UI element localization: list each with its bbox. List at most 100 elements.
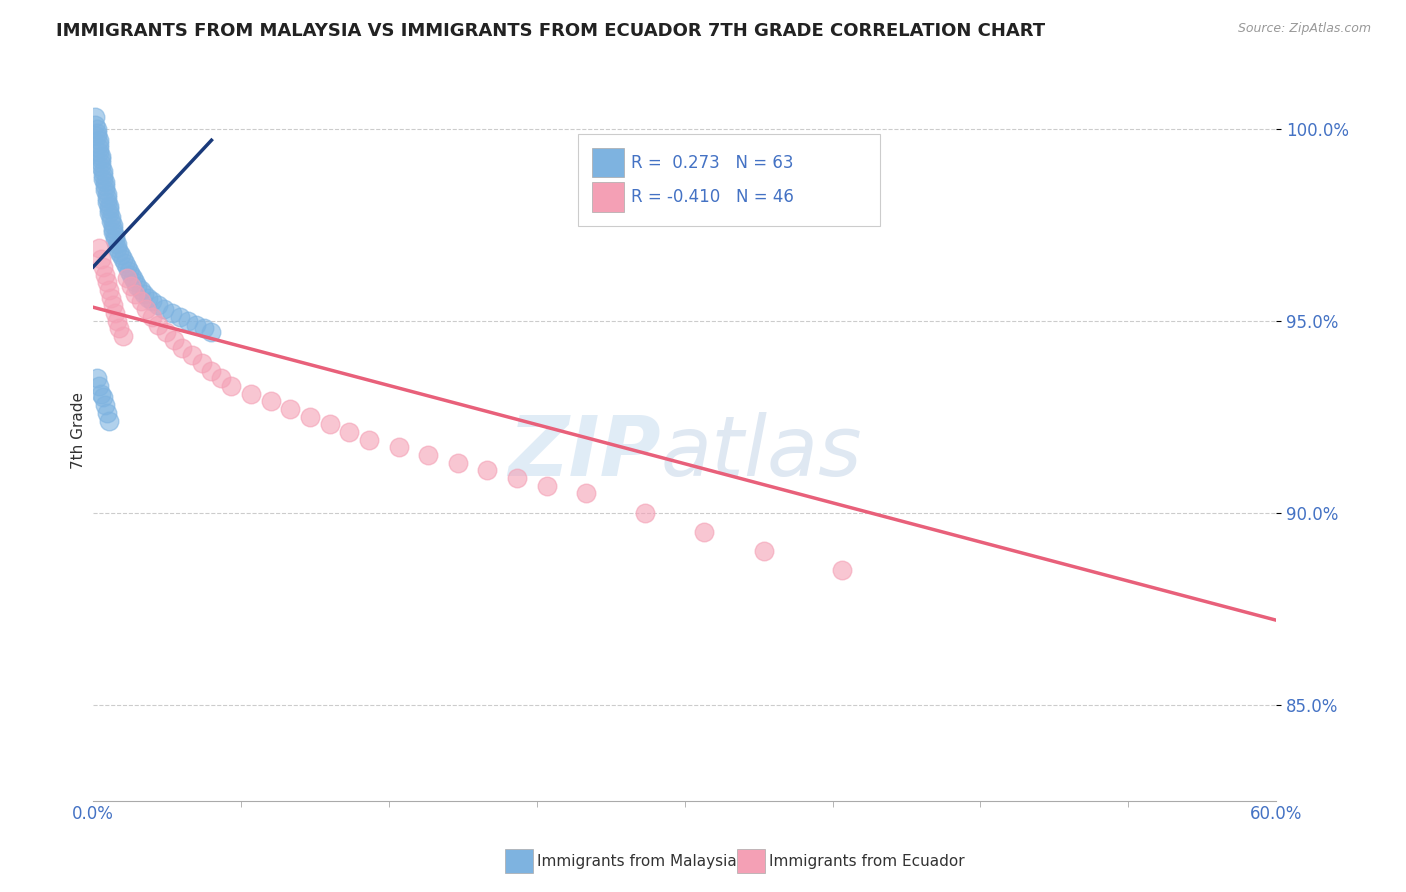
Point <box>752 544 775 558</box>
Point <box>115 260 138 274</box>
Point <box>87 133 110 147</box>
Point <box>97 413 120 427</box>
Point <box>101 218 124 232</box>
Point <box>86 371 108 385</box>
Point <box>96 275 118 289</box>
Point <box>219 379 242 393</box>
Point <box>90 148 112 162</box>
Point <box>86 121 108 136</box>
Point <box>100 214 122 228</box>
Point <box>138 291 160 305</box>
Point <box>87 137 110 152</box>
FancyBboxPatch shape <box>592 182 624 211</box>
Point <box>180 348 202 362</box>
Point <box>87 379 110 393</box>
Text: R =  0.273   N = 63: R = 0.273 N = 63 <box>631 153 794 171</box>
Point <box>94 176 117 190</box>
Point <box>141 294 163 309</box>
Point <box>148 298 170 312</box>
Y-axis label: 7th Grade: 7th Grade <box>72 392 86 468</box>
Point <box>135 302 157 317</box>
Point <box>506 471 529 485</box>
Point <box>105 314 128 328</box>
Point <box>477 463 499 477</box>
Point <box>101 298 124 312</box>
Point <box>121 271 143 285</box>
Point <box>87 141 110 155</box>
Point <box>86 129 108 144</box>
Point <box>177 314 200 328</box>
Point <box>160 306 183 320</box>
Point <box>104 229 127 244</box>
Text: Immigrants from Malaysia: Immigrants from Malaysia <box>537 855 737 869</box>
Point <box>200 325 222 339</box>
Point <box>575 486 598 500</box>
Point <box>319 417 342 432</box>
Point <box>91 164 114 178</box>
Point <box>831 563 853 577</box>
Point <box>239 386 262 401</box>
Point <box>141 310 163 324</box>
Text: R = -0.410   N = 46: R = -0.410 N = 46 <box>631 187 794 206</box>
Point <box>108 321 131 335</box>
Point <box>96 406 118 420</box>
Point <box>90 153 112 167</box>
Text: atlas: atlas <box>661 412 863 493</box>
Point <box>94 268 117 282</box>
Point <box>388 441 411 455</box>
Point <box>91 168 114 182</box>
Point <box>87 145 110 159</box>
Text: Source: ZipAtlas.com: Source: ZipAtlas.com <box>1237 22 1371 36</box>
Point <box>169 310 191 324</box>
Point <box>96 191 118 205</box>
Text: IMMIGRANTS FROM MALAYSIA VS IMMIGRANTS FROM ECUADOR 7TH GRADE CORRELATION CHART: IMMIGRANTS FROM MALAYSIA VS IMMIGRANTS F… <box>56 22 1046 40</box>
Point <box>105 236 128 251</box>
Point <box>184 318 207 332</box>
Point <box>104 233 127 247</box>
Point <box>129 294 152 309</box>
Point <box>278 402 301 417</box>
Point <box>91 260 114 274</box>
Point <box>155 325 177 339</box>
Point <box>120 279 142 293</box>
Point <box>114 256 136 270</box>
Point <box>134 286 156 301</box>
Point <box>84 118 107 132</box>
Point <box>115 271 138 285</box>
Point <box>90 156 112 170</box>
Point <box>101 221 124 235</box>
Point <box>90 252 112 267</box>
Point <box>110 248 132 262</box>
Point <box>100 210 122 224</box>
Point <box>90 160 112 174</box>
Point <box>259 394 281 409</box>
Point <box>193 321 215 335</box>
Point <box>86 126 108 140</box>
Point <box>91 391 114 405</box>
Point <box>108 244 131 259</box>
FancyBboxPatch shape <box>592 148 624 178</box>
Point <box>90 386 112 401</box>
Point <box>359 433 381 447</box>
Point <box>118 264 141 278</box>
Point <box>209 371 232 385</box>
Point <box>129 283 152 297</box>
Point <box>94 183 117 197</box>
Point <box>124 286 146 301</box>
Text: ZIP: ZIP <box>509 412 661 493</box>
Point <box>94 179 117 194</box>
Text: Immigrants from Ecuador: Immigrants from Ecuador <box>769 855 965 869</box>
Point <box>111 252 134 267</box>
Point <box>163 333 186 347</box>
Point <box>100 291 122 305</box>
Point <box>153 302 176 317</box>
Point <box>339 425 361 439</box>
Point <box>104 306 127 320</box>
Point <box>124 275 146 289</box>
Point <box>87 241 110 255</box>
Point <box>170 341 193 355</box>
Point <box>96 194 118 209</box>
Point <box>91 171 114 186</box>
FancyBboxPatch shape <box>578 134 880 227</box>
Point <box>111 329 134 343</box>
